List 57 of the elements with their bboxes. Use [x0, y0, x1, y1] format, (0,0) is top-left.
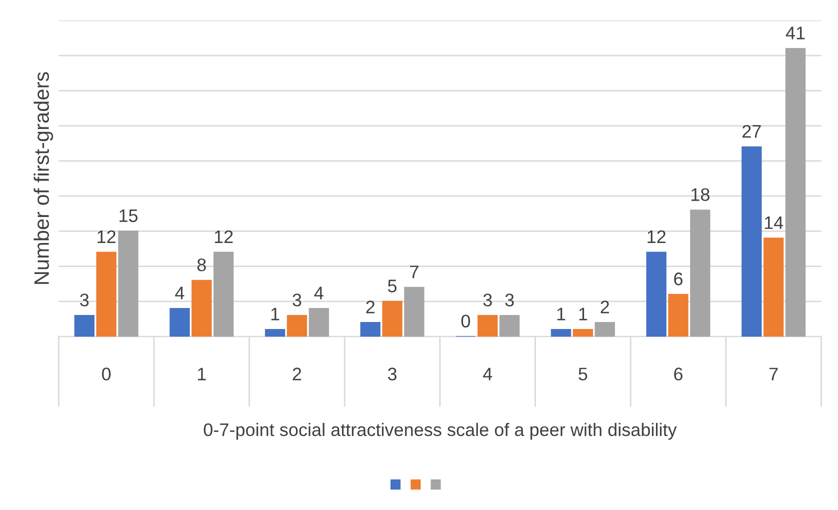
data-label: 1 — [557, 308, 566, 320]
data-label: 8 — [197, 258, 206, 272]
data-label: 12 — [214, 230, 233, 243]
data-label: 15 — [120, 209, 138, 222]
bar — [382, 300, 402, 337]
bar — [308, 308, 329, 337]
data-label: 18 — [692, 188, 710, 201]
data-label: 3 — [505, 294, 514, 306]
bar — [404, 286, 424, 337]
data-label: 3 — [292, 294, 302, 306]
bar — [192, 280, 212, 337]
bar — [360, 322, 380, 337]
bar — [646, 252, 666, 337]
data-label: 2 — [600, 300, 609, 314]
data-label: 1 — [271, 308, 280, 320]
data-label: 2 — [366, 300, 374, 314]
bar — [785, 48, 806, 337]
bar — [478, 314, 498, 337]
bar — [763, 238, 784, 337]
data-label: 14 — [764, 216, 784, 229]
bar — [264, 329, 286, 337]
data-label: 4 — [314, 286, 324, 300]
x-tick-label: 1 — [198, 368, 206, 380]
data-label: 7 — [410, 266, 418, 278]
data-label: 3 — [483, 294, 492, 306]
bar — [118, 230, 138, 337]
bar — [499, 314, 520, 337]
bar — [96, 252, 116, 337]
bar — [550, 329, 572, 337]
bar — [572, 329, 594, 337]
x-tick-label: 6 — [674, 368, 682, 380]
y-axis-title: Number of first-graders — [34, 72, 54, 284]
bar — [742, 146, 762, 337]
bar — [74, 314, 94, 337]
x-tick-label: 2 — [292, 368, 302, 380]
data-label: 41 — [786, 26, 805, 40]
x-tick-label: 4 — [483, 368, 492, 380]
data-label: 12 — [648, 230, 666, 243]
data-label: 5 — [388, 280, 397, 292]
x-axis-title: 0-7-point social attractiveness scale of a peer with disability — [204, 422, 677, 440]
data-label: 0 — [461, 314, 470, 328]
bar — [594, 322, 615, 337]
data-label: 27 — [742, 124, 761, 138]
x-tick-label: 7 — [769, 368, 778, 380]
x-tick-label: 0 — [102, 368, 111, 380]
data-label: 12 — [98, 230, 116, 243]
data-label: 1 — [579, 308, 588, 320]
x-tick-label: 5 — [578, 368, 588, 380]
data-label: 3 — [80, 294, 89, 306]
bar — [286, 314, 308, 337]
data-label: 6 — [674, 272, 682, 286]
x-tick-label: 3 — [388, 368, 397, 380]
bar — [213, 252, 234, 337]
bar — [690, 210, 710, 337]
bar — [170, 308, 190, 337]
data-label: 4 — [175, 286, 184, 300]
bar — [668, 294, 688, 337]
